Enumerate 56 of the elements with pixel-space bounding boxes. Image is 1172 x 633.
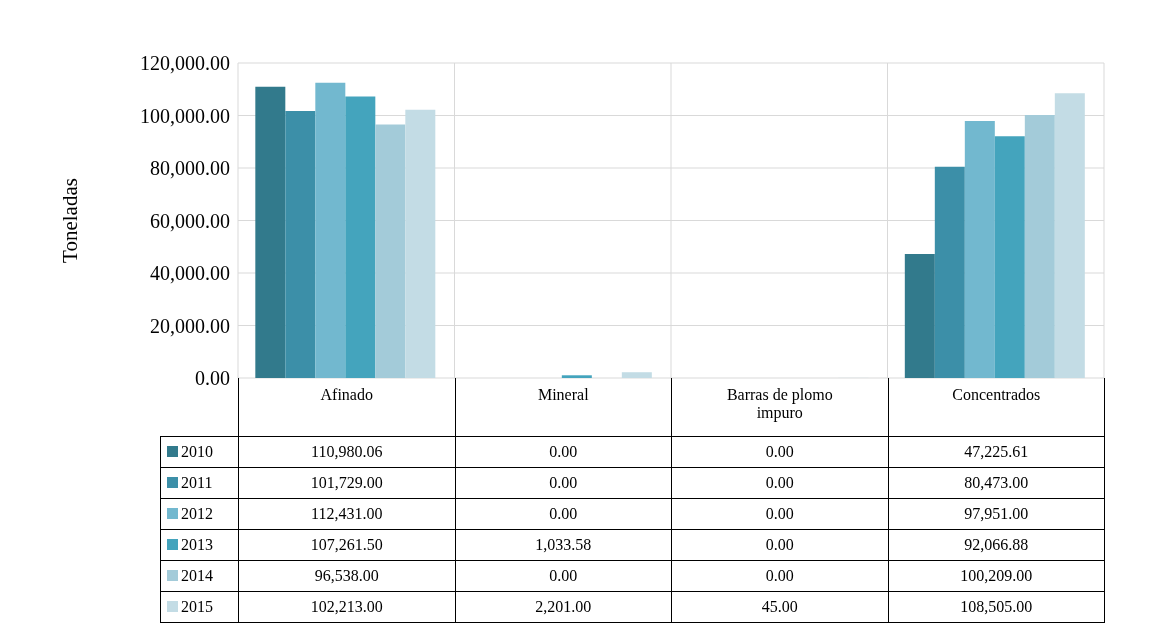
y-tick-label: 100,000.00 xyxy=(140,104,230,127)
legend-label: 2014 xyxy=(160,560,239,591)
data-label: 0.00 xyxy=(455,467,672,498)
data-label: 1,033.58 xyxy=(455,529,672,560)
data-label: 0.00 xyxy=(455,436,672,467)
data-label: 47,225.61 xyxy=(888,436,1105,467)
y-axis-title: Toneladas xyxy=(58,178,83,263)
legend-label: 2012 xyxy=(160,498,239,529)
legend-label: 2010 xyxy=(160,436,239,467)
data-label: 0.00 xyxy=(671,436,888,467)
bar xyxy=(375,124,406,378)
y-tick-label: 120,000.00 xyxy=(140,52,230,75)
bar xyxy=(561,375,592,378)
data-label: 112,431.00 xyxy=(238,498,455,529)
data-label: 92,066.88 xyxy=(888,529,1105,560)
data-label: 0.00 xyxy=(671,529,888,560)
bar xyxy=(904,254,935,378)
y-tick-label: 40,000.00 xyxy=(150,262,230,285)
data-label: 100,209.00 xyxy=(888,560,1105,591)
data-label: 107,261.50 xyxy=(238,529,455,560)
y-tick-label: 20,000.00 xyxy=(150,314,230,337)
data-label: 0.00 xyxy=(671,467,888,498)
legend-label: 2015 xyxy=(160,591,239,622)
x-tick-label: Afinado xyxy=(238,378,455,436)
bar xyxy=(1024,114,1055,378)
data-label: 108,505.00 xyxy=(888,591,1105,622)
bar xyxy=(315,82,346,378)
data-label: 0.00 xyxy=(671,560,888,591)
x-tick-label: Barras de plomo impuro xyxy=(671,378,888,436)
data-label: 96,538.00 xyxy=(238,560,455,591)
data-label: 0.00 xyxy=(455,560,672,591)
data-label: 101,729.00 xyxy=(238,467,455,498)
y-tick-label: 80,000.00 xyxy=(150,157,230,180)
legend-label: 2011 xyxy=(160,467,239,498)
data-label: 97,951.00 xyxy=(888,498,1105,529)
bar xyxy=(345,96,376,378)
y-tick-label: 60,000.00 xyxy=(150,209,230,232)
bar xyxy=(621,372,652,378)
legend-label: 2013 xyxy=(160,529,239,560)
bar xyxy=(994,136,1025,378)
data-label: 110,980.06 xyxy=(238,436,455,467)
bar xyxy=(285,110,316,378)
bar xyxy=(934,166,965,378)
data-label: 0.00 xyxy=(671,498,888,529)
x-tick-label: Concentrados xyxy=(888,378,1105,436)
bar xyxy=(964,120,995,378)
data-label: 102,213.00 xyxy=(238,591,455,622)
bar xyxy=(1054,93,1085,378)
x-tick-label: Mineral xyxy=(455,378,672,436)
y-tick-label: 0.00 xyxy=(195,367,230,390)
data-label: 45.00 xyxy=(671,591,888,622)
bar xyxy=(255,86,286,378)
data-label: 80,473.00 xyxy=(888,467,1105,498)
bar xyxy=(405,109,436,378)
data-label: 2,201.00 xyxy=(455,591,672,622)
data-label: 0.00 xyxy=(455,498,672,529)
